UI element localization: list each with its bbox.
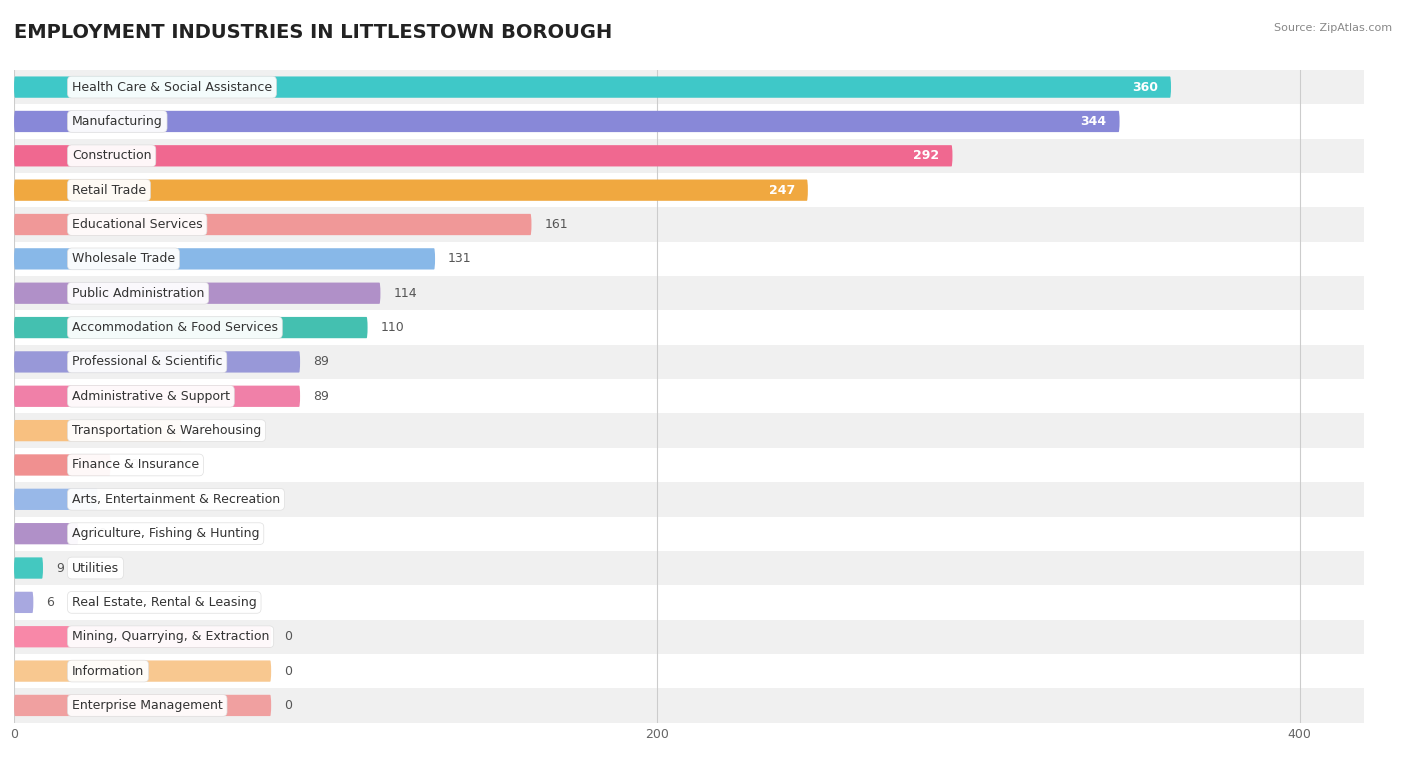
Text: 161: 161 — [544, 218, 568, 231]
Text: Transportation & Warehousing: Transportation & Warehousing — [72, 424, 262, 437]
Bar — [14, 654, 1364, 688]
Text: 9: 9 — [56, 562, 63, 574]
FancyBboxPatch shape — [14, 420, 181, 441]
Text: Health Care & Social Assistance: Health Care & Social Assistance — [72, 81, 271, 93]
Bar — [14, 413, 1364, 448]
Text: 360: 360 — [1132, 81, 1159, 93]
Text: Administrative & Support: Administrative & Support — [72, 390, 231, 402]
FancyBboxPatch shape — [14, 695, 271, 716]
Text: Information: Information — [72, 664, 145, 678]
Text: Enterprise Management: Enterprise Management — [72, 699, 222, 712]
Text: 20: 20 — [91, 527, 107, 540]
Text: Utilities: Utilities — [72, 562, 120, 574]
Text: Professional & Scientific: Professional & Scientific — [72, 355, 222, 368]
Text: Arts, Entertainment & Recreation: Arts, Entertainment & Recreation — [72, 493, 280, 506]
Text: Public Administration: Public Administration — [72, 287, 204, 300]
Bar — [14, 104, 1364, 138]
Text: Manufacturing: Manufacturing — [72, 115, 163, 128]
Text: 131: 131 — [449, 253, 471, 266]
Text: Finance & Insurance: Finance & Insurance — [72, 458, 200, 472]
FancyBboxPatch shape — [14, 557, 44, 579]
Text: Agriculture, Fishing & Hunting: Agriculture, Fishing & Hunting — [72, 527, 259, 540]
Text: 0: 0 — [284, 699, 292, 712]
Text: Real Estate, Rental & Leasing: Real Estate, Rental & Leasing — [72, 596, 257, 609]
FancyBboxPatch shape — [14, 76, 1171, 98]
FancyBboxPatch shape — [14, 283, 381, 304]
Bar — [14, 70, 1364, 104]
Bar — [14, 310, 1364, 345]
FancyBboxPatch shape — [14, 145, 952, 166]
Text: 52: 52 — [194, 424, 209, 437]
FancyBboxPatch shape — [14, 385, 299, 407]
Bar — [14, 619, 1364, 654]
FancyBboxPatch shape — [14, 111, 1119, 132]
Text: Educational Services: Educational Services — [72, 218, 202, 231]
FancyBboxPatch shape — [14, 248, 434, 270]
Bar — [14, 551, 1364, 585]
Text: 0: 0 — [284, 630, 292, 643]
FancyBboxPatch shape — [14, 523, 79, 545]
Text: Accommodation & Food Services: Accommodation & Food Services — [72, 321, 278, 334]
Text: Construction: Construction — [72, 149, 152, 162]
Text: 344: 344 — [1081, 115, 1107, 128]
Text: Source: ZipAtlas.com: Source: ZipAtlas.com — [1274, 23, 1392, 33]
Bar — [14, 517, 1364, 551]
Text: 247: 247 — [769, 183, 794, 197]
Text: 89: 89 — [314, 390, 329, 402]
Text: 292: 292 — [914, 149, 939, 162]
Bar — [14, 688, 1364, 723]
Bar — [14, 448, 1364, 483]
Text: Mining, Quarrying, & Extraction: Mining, Quarrying, & Extraction — [72, 630, 270, 643]
Bar — [14, 345, 1364, 379]
FancyBboxPatch shape — [14, 317, 367, 338]
Bar — [14, 379, 1364, 413]
Bar — [14, 138, 1364, 173]
Text: 114: 114 — [394, 287, 418, 300]
FancyBboxPatch shape — [14, 179, 808, 200]
Text: 6: 6 — [46, 596, 53, 609]
Text: 89: 89 — [314, 355, 329, 368]
Bar — [14, 173, 1364, 207]
Text: 30: 30 — [124, 458, 139, 472]
FancyBboxPatch shape — [14, 214, 531, 235]
FancyBboxPatch shape — [14, 626, 271, 647]
FancyBboxPatch shape — [14, 351, 299, 372]
Bar — [14, 585, 1364, 619]
Text: 26: 26 — [111, 493, 127, 506]
Bar — [14, 242, 1364, 276]
Bar — [14, 207, 1364, 242]
FancyBboxPatch shape — [14, 489, 97, 510]
FancyBboxPatch shape — [14, 455, 111, 476]
Text: 0: 0 — [284, 664, 292, 678]
Text: Retail Trade: Retail Trade — [72, 183, 146, 197]
FancyBboxPatch shape — [14, 660, 271, 681]
Text: 110: 110 — [381, 321, 404, 334]
Text: Wholesale Trade: Wholesale Trade — [72, 253, 174, 266]
Bar — [14, 483, 1364, 517]
Bar — [14, 276, 1364, 310]
FancyBboxPatch shape — [14, 592, 34, 613]
Text: EMPLOYMENT INDUSTRIES IN LITTLESTOWN BOROUGH: EMPLOYMENT INDUSTRIES IN LITTLESTOWN BOR… — [14, 23, 612, 42]
